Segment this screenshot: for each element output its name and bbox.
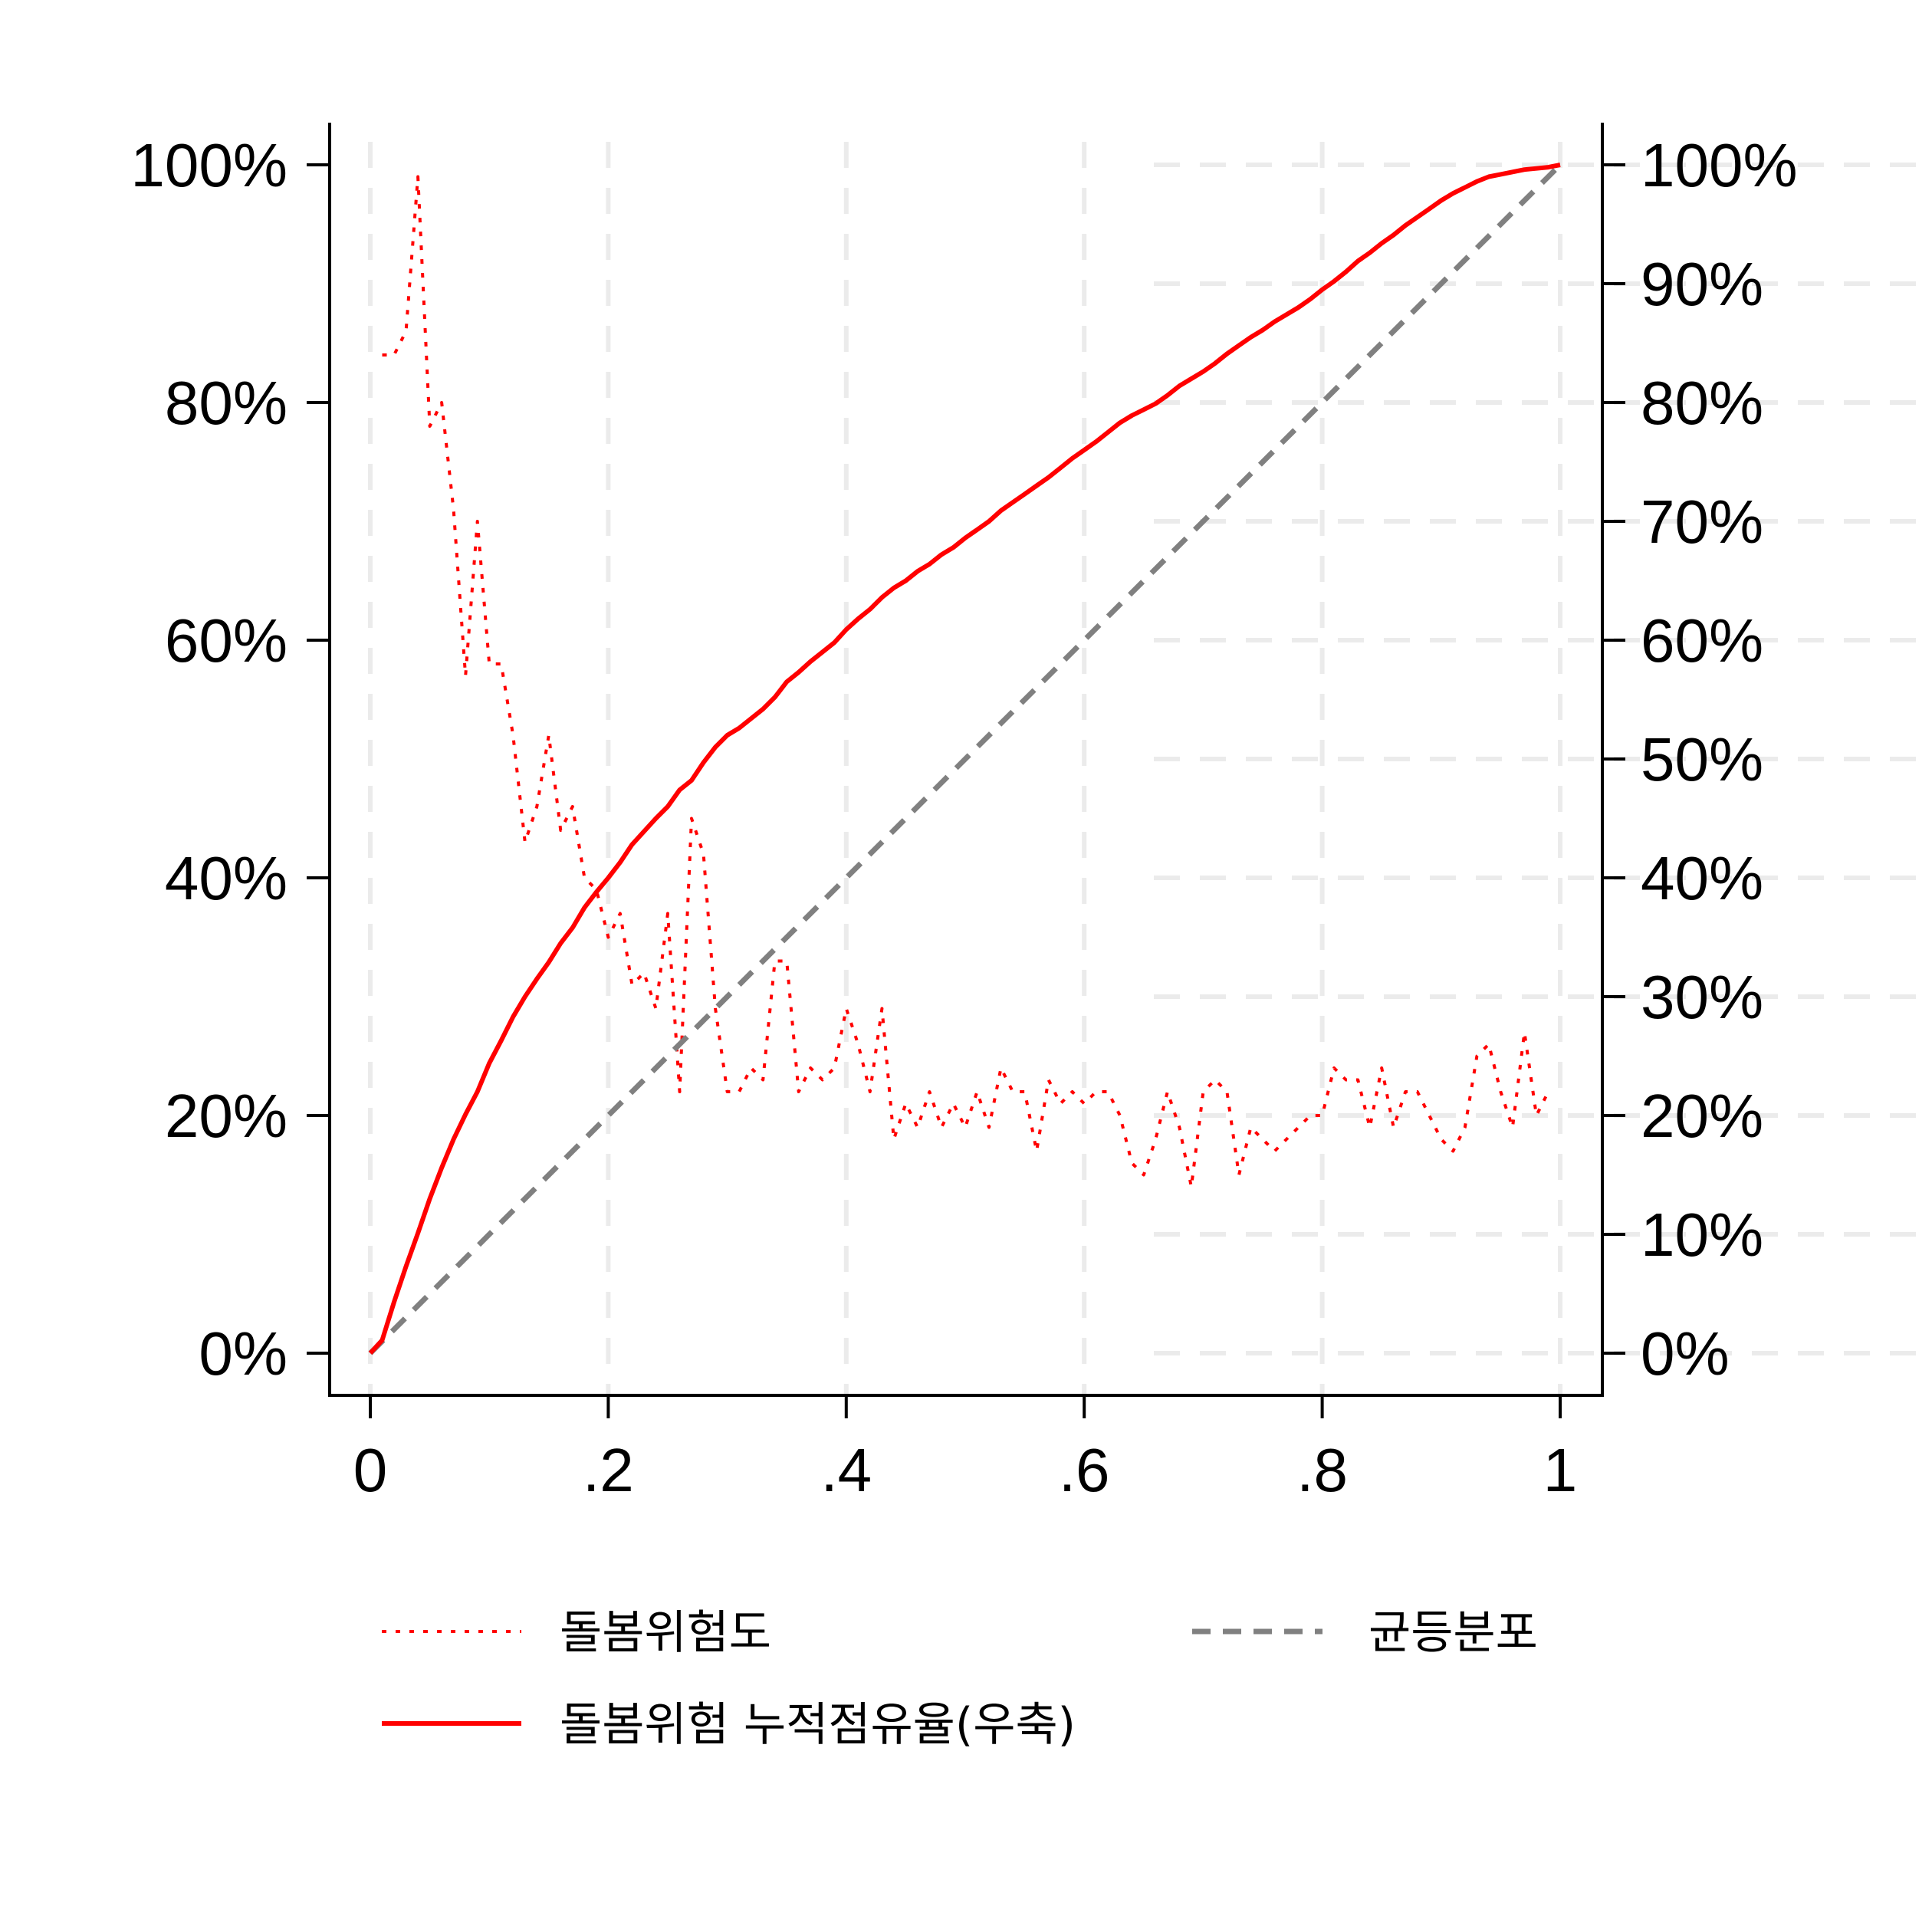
y-right-tick-label-3: 30% [1641,963,1763,1031]
y-left-tick-label-4: 80% [165,369,288,437]
grid [368,142,1932,1395]
y-left-tick-label-3: 60% [165,606,288,675]
legend-label-2: 돌봄위험 누적점유율(우축) [560,1698,1076,1752]
series-layer [368,163,1562,1355]
y-right-tick-label-9: 90% [1641,250,1763,318]
x-tick-label-1: .2 [583,1436,634,1504]
y-right-tick-label-6: 60% [1641,606,1763,675]
legend-label-1: 균등분포 [1368,1606,1538,1660]
y-left-tick-label-5: 100% [130,131,288,199]
series-line-0 [382,175,1550,1188]
series-line-2 [368,163,1561,1355]
y-right-tick-label-2: 20% [1641,1082,1763,1150]
x-tick-label-2: .4 [820,1436,872,1504]
axes: 0.2.4.6.8 10%20%40%60%80%100%0%10%20%30%4… [130,123,1798,1504]
y-right-tick-label-7: 70% [1641,488,1763,556]
series-line-1 [368,163,1562,1355]
y-right-tick-label-0: 0% [1641,1319,1730,1388]
legend-label-0: 돌봄위험도 [560,1606,771,1660]
y-right-tick-label-4: 40% [1641,844,1763,912]
x-tick-label-3: .6 [1059,1436,1110,1504]
y-right-tick-label-5: 50% [1641,725,1763,794]
y-left-tick-label-1: 20% [165,1082,288,1150]
y-right-tick-label-1: 10% [1641,1201,1763,1269]
x-tick-label-0: 0 [353,1436,388,1504]
x-tick-label-4: .8 [1296,1436,1348,1504]
x-tick-label-5: 1 [1543,1436,1578,1504]
y-left-tick-label-2: 40% [165,844,288,912]
y-right-tick-label-10: 100% [1641,131,1798,199]
y-left-tick-label-0: 0% [199,1319,288,1388]
y-right-tick-label-8: 80% [1641,369,1763,437]
